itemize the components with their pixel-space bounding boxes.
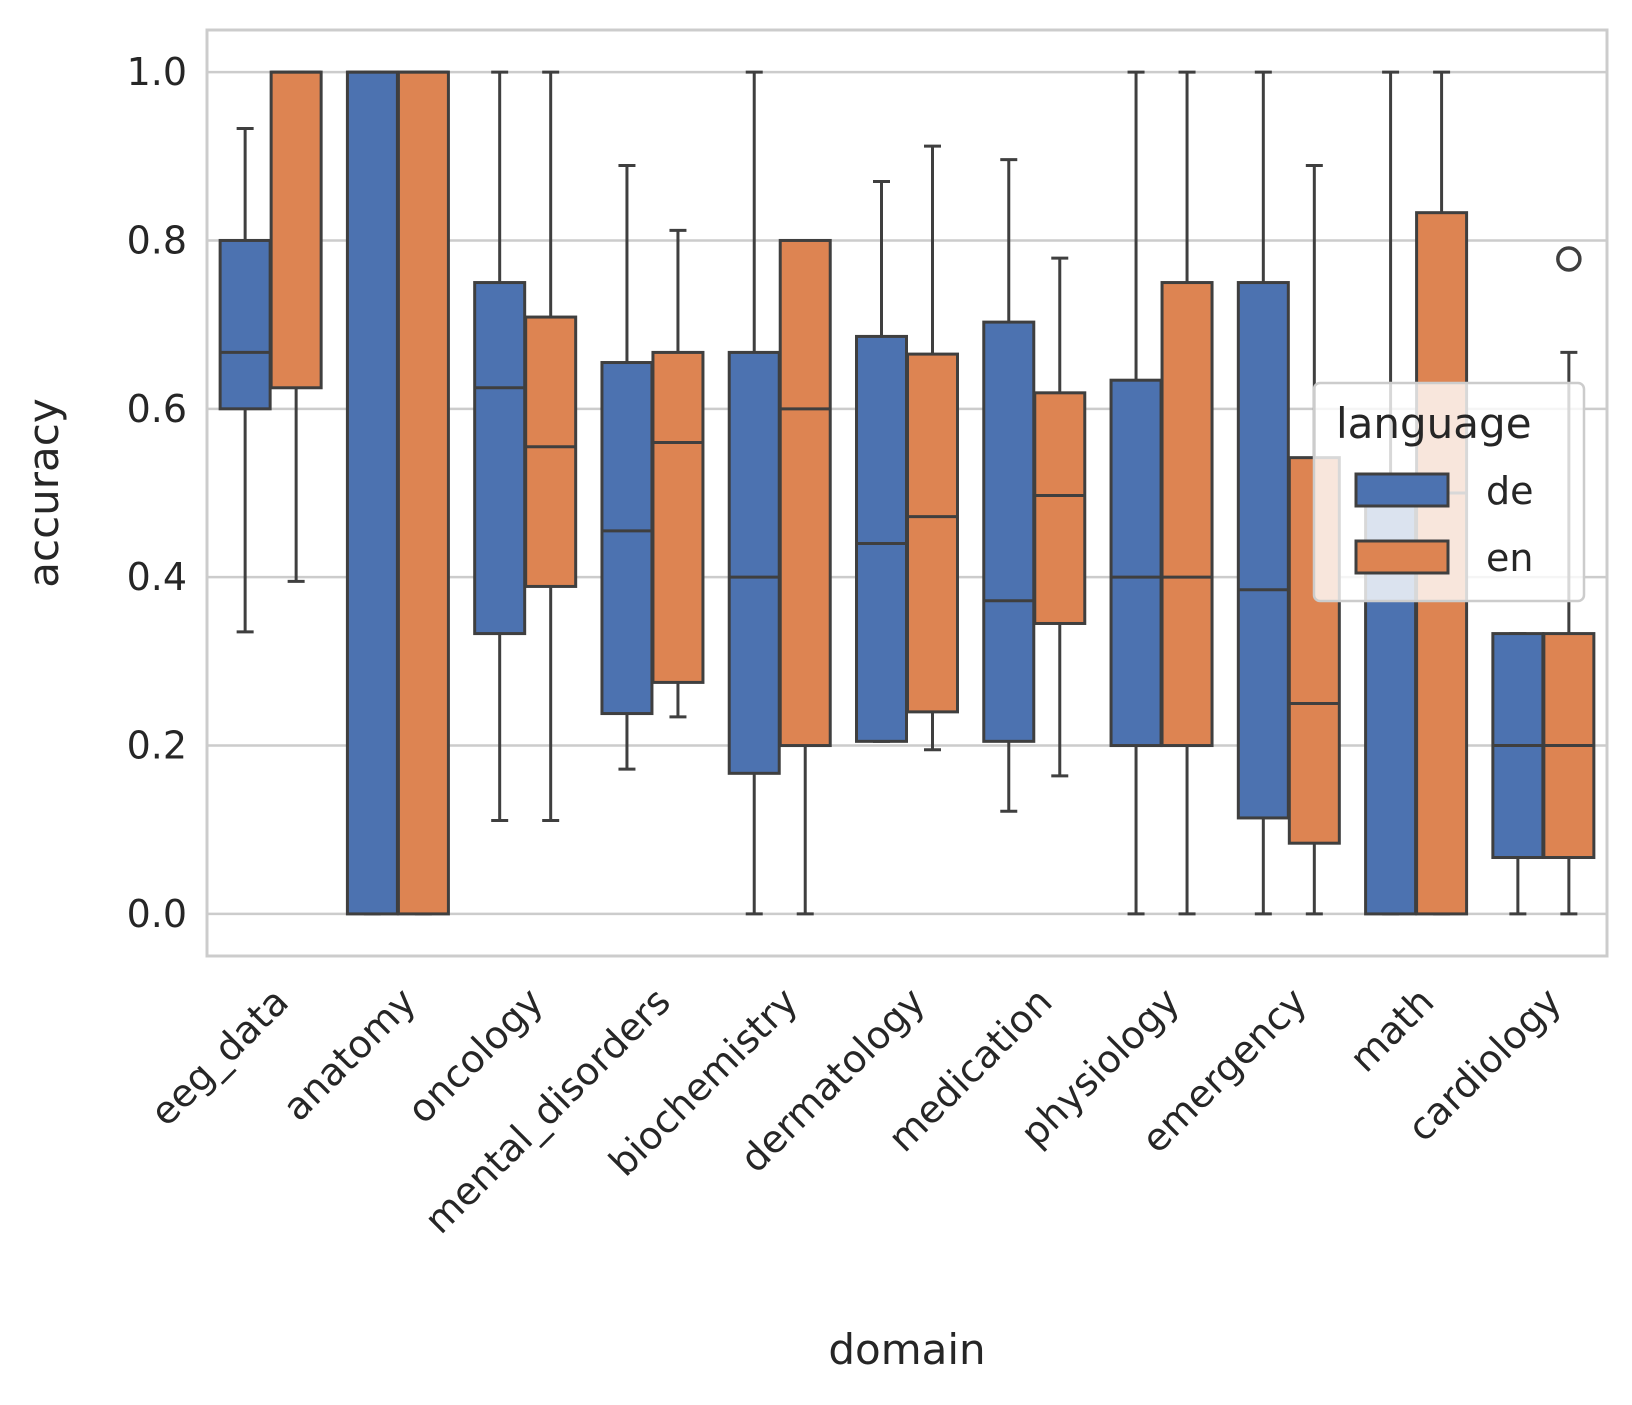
box-de-mental_disorders xyxy=(600,164,654,771)
x-tick-label: math xyxy=(1341,979,1442,1080)
box-iqr xyxy=(778,238,832,748)
y-tick-label: 0.2 xyxy=(127,724,187,768)
box-iqr xyxy=(727,350,781,775)
box-de-cardiology xyxy=(1491,632,1545,916)
box-iqr xyxy=(1033,391,1087,625)
box-de-physiology xyxy=(1109,70,1163,916)
box-en-oncology xyxy=(524,70,578,822)
box-iqr xyxy=(524,315,578,588)
legend-label-en: en xyxy=(1486,536,1533,580)
box-en-anatomy xyxy=(396,70,450,916)
box-iqr xyxy=(269,70,323,390)
y-tick-labels: 0.0 0.2 0.4 0.6 0.8 1.0 xyxy=(127,50,187,936)
box-en-dermatology xyxy=(906,144,959,752)
y-tick-label: 0.0 xyxy=(127,892,187,936)
box-iqr xyxy=(345,70,399,916)
box-en-cardiology xyxy=(1542,246,1596,916)
boxes-layer xyxy=(218,70,1596,916)
box-iqr xyxy=(982,320,1036,743)
box-en-physiology xyxy=(1160,70,1214,916)
box-de-biochemistry xyxy=(727,70,781,916)
x-tick-labels: eeg_dataanatomyoncologymental_disordersb… xyxy=(142,979,1570,1242)
box-de-eeg_data xyxy=(218,126,272,634)
y-tick-label: 1.0 xyxy=(127,50,187,94)
box-iqr xyxy=(473,281,527,636)
legend-swatch-en xyxy=(1354,539,1450,575)
legend: language de en xyxy=(1312,381,1586,603)
legend-title: language xyxy=(1336,399,1532,448)
box-de-dermatology xyxy=(855,180,908,743)
box-en-medication xyxy=(1033,256,1087,778)
box-en-eeg_data xyxy=(269,70,323,583)
x-tick-label: eeg_data xyxy=(142,979,297,1134)
box-en-biochemistry xyxy=(778,238,832,916)
legend-label-de: de xyxy=(1486,469,1534,513)
x-tick-label: anatomy xyxy=(274,979,424,1129)
y-tick-label: 0.6 xyxy=(127,387,187,431)
box-iqr xyxy=(855,334,908,743)
box-de-oncology xyxy=(473,70,527,822)
box-iqr xyxy=(651,350,705,684)
outlier-point xyxy=(1556,246,1582,272)
legend-swatch-de xyxy=(1354,472,1450,508)
box-iqr xyxy=(1160,281,1214,748)
box-iqr xyxy=(1236,281,1290,820)
box-de-medication xyxy=(982,158,1036,813)
box-de-anatomy xyxy=(345,70,399,916)
x-axis-title: domain xyxy=(828,1325,985,1374)
box-en-mental_disorders xyxy=(651,228,705,719)
box-iqr xyxy=(906,352,959,714)
box-iqr xyxy=(218,238,272,411)
x-tick-label: mental_disorders xyxy=(416,979,679,1242)
y-tick-label: 0.4 xyxy=(127,555,187,599)
plot-frame xyxy=(205,28,1609,958)
box-iqr xyxy=(396,70,450,916)
y-tick-label: 0.8 xyxy=(127,218,187,262)
box-de-emergency xyxy=(1236,70,1290,916)
box-iqr xyxy=(1109,378,1163,748)
y-axis-title: accuracy xyxy=(19,398,68,588)
box-iqr xyxy=(600,361,654,716)
